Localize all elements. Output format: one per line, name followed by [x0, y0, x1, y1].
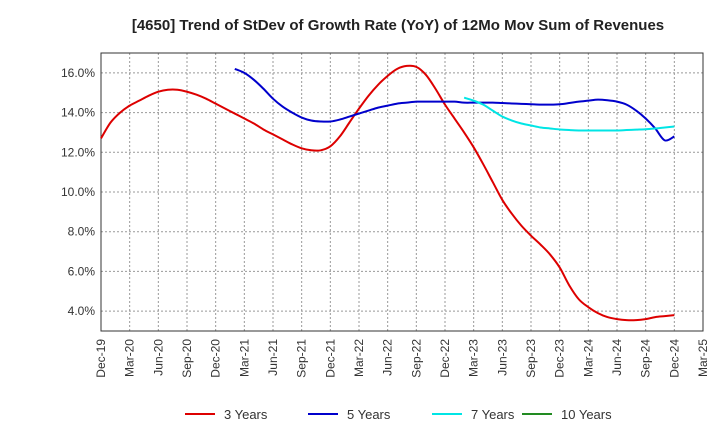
- series-layer: [100, 64, 675, 322]
- x-tick-label: Mar-23: [467, 339, 481, 377]
- x-tick-label: Mar-22: [352, 339, 366, 377]
- x-tick-label: Jun-24: [610, 339, 624, 376]
- y-tick-label: 6.0%: [68, 264, 96, 278]
- x-tick-label: Mar-25: [696, 339, 710, 377]
- y-tick-label: 8.0%: [68, 225, 96, 239]
- x-tick-label: Sep-21: [295, 339, 309, 378]
- grid-lines: [100, 53, 704, 331]
- x-tick-label: Dec-21: [323, 339, 337, 378]
- legend-label-7-years: 7 Years: [471, 407, 515, 422]
- plot-area: [100, 52, 704, 332]
- x-tick-label: Dec-24: [667, 339, 681, 378]
- x-tick-label: Mar-20: [123, 339, 137, 377]
- x-tick-label: Mar-24: [581, 339, 595, 377]
- series-line-7-years: [463, 96, 675, 132]
- x-tick-label: Jun-23: [495, 339, 509, 376]
- x-tick-label: Dec-20: [209, 339, 223, 378]
- y-axis: 4.0% 6.0% 8.0% 10.0% 12.0% 14.0% 16.0%: [61, 66, 95, 318]
- x-tick-label: Sep-24: [639, 339, 653, 378]
- x-tick-label: Mar-21: [237, 339, 251, 377]
- x-tick-label: Jun-20: [151, 339, 165, 376]
- x-tick-label: Sep-20: [180, 339, 194, 378]
- y-tick-label: 16.0%: [61, 66, 95, 80]
- chart-title: [4650] Trend of StDev of Growth Rate (Yo…: [132, 17, 664, 34]
- legend-label-10-years: 10 Years: [561, 407, 612, 422]
- x-tick-label: Sep-22: [409, 339, 423, 378]
- y-tick-label: 4.0%: [68, 304, 96, 318]
- x-tick-label: Dec-22: [438, 339, 452, 378]
- legend: 3 Years 5 Years 7 Years 10 Years: [185, 407, 612, 422]
- x-tick-label: Jun-22: [381, 339, 395, 376]
- y-tick-label: 10.0%: [61, 185, 95, 199]
- y-tick-label: 12.0%: [61, 145, 95, 159]
- x-axis: Dec-19 Mar-20 Jun-20 Sep-20 Dec-20 Mar-21 Jun-…: [94, 339, 710, 378]
- legend-label-3-years: 3 Years: [224, 407, 268, 422]
- legend-label-5-years: 5 Years: [347, 407, 391, 422]
- x-tick-label: Sep-23: [524, 339, 538, 378]
- series-line-5-years: [234, 67, 675, 142]
- x-tick-label: Dec-19: [94, 339, 108, 378]
- y-tick-label: 14.0%: [61, 106, 95, 120]
- x-tick-label: Jun-21: [266, 339, 280, 376]
- x-tick-label: Dec-23: [553, 339, 567, 378]
- series-line-3-years: [100, 64, 675, 322]
